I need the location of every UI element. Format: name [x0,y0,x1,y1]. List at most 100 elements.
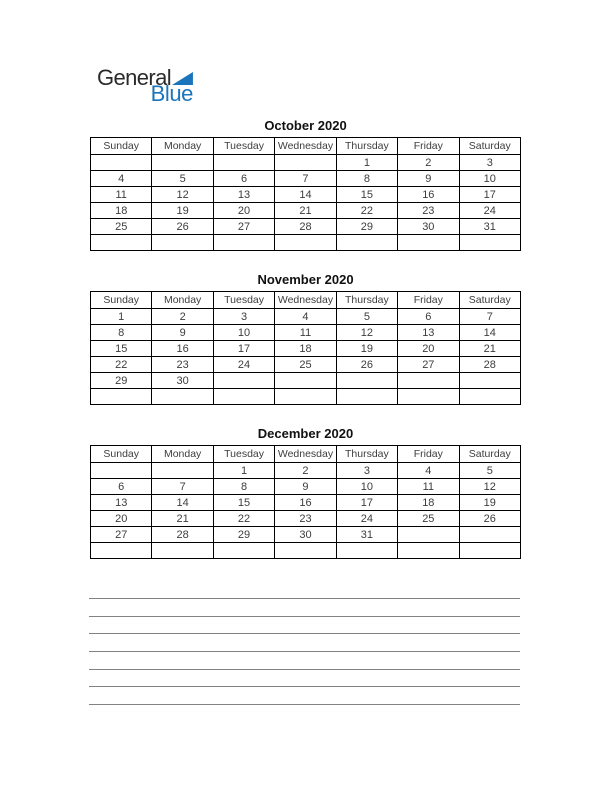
day-cell: 11 [89,186,153,203]
empty-day-cell [89,154,153,171]
day-header: Thursday [335,137,399,155]
week-row: 25 26 27 28 29 30 31 [89,218,522,235]
week-row: 27 28 29 30 31 [89,526,522,543]
day-header: Monday [151,291,214,309]
empty-day-cell [458,542,522,559]
day-cell: 12 [335,324,399,341]
empty-day-cell [274,154,337,171]
week-row: 22 23 24 25 26 27 28 [89,356,522,373]
empty-day-cell [335,542,399,559]
day-cell: 1 [212,462,276,479]
empty-day-cell [212,388,276,405]
day-cell: 14 [458,324,522,341]
empty-day-cell [397,388,460,405]
day-cell: 2 [151,308,214,325]
month-title: November 2020 [257,272,354,287]
day-cell: 6 [212,170,276,187]
empty-day-cell [151,388,214,405]
day-cell: 26 [458,510,522,527]
day-cell: 9 [151,324,214,341]
day-cell: 22 [212,510,276,527]
empty-day-cell [458,234,522,251]
day-cell: 8 [212,478,276,495]
empty-day-cell [212,154,276,171]
empty-day-cell [397,372,460,389]
day-cell: 9 [397,170,460,187]
day-header-row: Sunday Monday Tuesday Wednesday Thursday Frid… [89,291,522,309]
week-row: 29 30 [89,372,522,389]
empty-day-cell [397,526,460,543]
day-cell: 18 [397,494,460,511]
month-table: Sunday Monday Tuesday Wednesday Thursday Frid… [89,137,522,251]
empty-day-cell [212,234,276,251]
day-cell: 27 [397,356,460,373]
empty-day-cell [458,372,522,389]
empty-day-cell [212,372,276,389]
logo-triangle-icon [172,71,193,86]
day-cell: 2 [397,154,460,171]
day-cell: 8 [335,170,399,187]
day-header: Friday [397,445,460,463]
day-cell: 20 [397,340,460,357]
empty-day-cell [274,388,337,405]
day-cell: 18 [274,340,337,357]
day-cell: 5 [458,462,522,479]
empty-day-cell [151,234,214,251]
day-cell: 10 [335,478,399,495]
day-cell: 11 [274,324,337,341]
day-header: Tuesday [212,291,276,309]
day-cell: 28 [151,526,214,543]
day-cell: 31 [335,526,399,543]
week-row: 4 5 6 7 8 9 10 [89,170,522,187]
logo-word-blue: Blue [150,81,194,106]
day-header: Saturday [458,445,522,463]
day-cell: 23 [274,510,337,527]
day-cell: 24 [458,202,522,219]
day-cell: 16 [274,494,337,511]
day-cell: 1 [89,308,153,325]
empty-day-cell [89,462,153,479]
day-cell: 30 [151,372,214,389]
day-header: Wednesday [274,291,337,309]
day-cell: 19 [335,340,399,357]
day-cell: 16 [151,340,214,357]
day-cell: 27 [212,218,276,235]
empty-day-cell [274,372,337,389]
day-cell: 7 [458,308,522,325]
empty-day-cell [151,154,214,171]
day-cell: 21 [274,202,337,219]
empty-day-cell [274,234,337,251]
day-cell: 24 [212,356,276,373]
empty-day-cell [151,542,214,559]
week-row [89,542,522,559]
day-cell: 1 [335,154,399,171]
day-header: Thursday [335,445,399,463]
day-cell: 31 [458,218,522,235]
day-header: Tuesday [212,137,276,155]
months: October 2020 Sunday Monday Tuesday Wednesday… [89,118,522,559]
day-cell: 17 [458,186,522,203]
day-cell: 14 [274,186,337,203]
general-blue-logo: General Blue [97,67,194,106]
day-header: Wednesday [274,445,337,463]
month-title: October 2020 [264,118,347,133]
empty-day-cell [89,388,153,405]
day-header: Saturday [458,137,522,155]
empty-day-cell [397,542,460,559]
week-row [89,388,522,405]
note-line [89,686,520,704]
month-block: November 2020 Sunday Monday Tuesday Wednesda… [89,272,522,405]
day-cell: 16 [397,186,460,203]
day-cell: 22 [89,356,153,373]
day-cell: 19 [458,494,522,511]
day-cell: 5 [335,308,399,325]
day-cell: 25 [397,510,460,527]
day-cell: 6 [397,308,460,325]
day-cell: 3 [458,154,522,171]
empty-day-cell [212,542,276,559]
day-cell: 30 [274,526,337,543]
day-header: Monday [151,445,214,463]
day-cell: 9 [274,478,337,495]
day-header: Friday [397,137,460,155]
